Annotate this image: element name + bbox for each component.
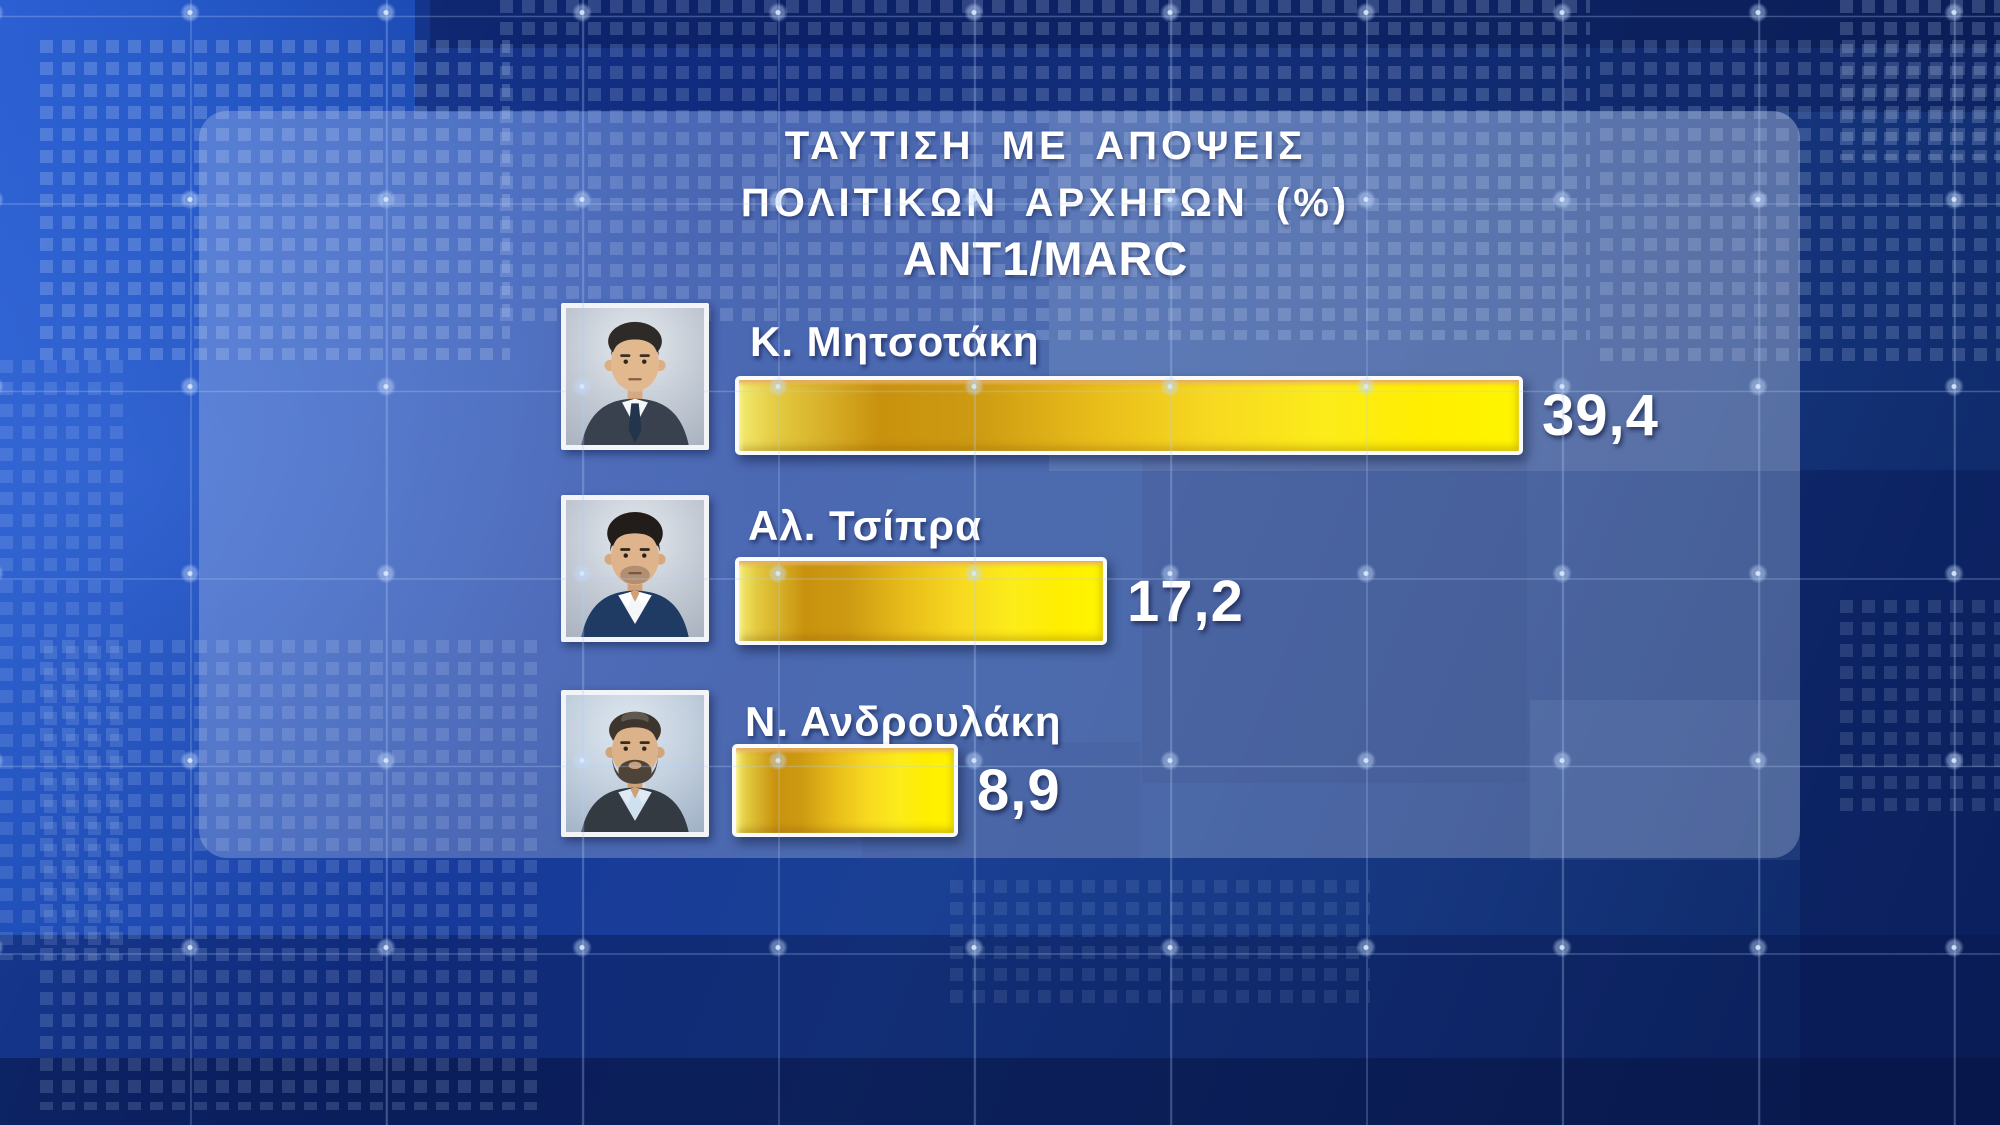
bar-label: Αλ. Τσίπρα <box>748 502 982 549</box>
pixel-pattern-patch <box>1840 600 2000 820</box>
chart-title-line1: ΤΑΥΤΙΣΗ ΜΕ ΑΠΟΨΕΙΣ <box>784 124 1307 168</box>
chart-source-label: ANT1/MARC <box>902 232 1189 285</box>
avatar-mitsotakis <box>581 321 689 445</box>
bar-value: 17,2 <box>1127 568 1244 634</box>
chart-panel: ΤΑΥΤΙΣΗ ΜΕ ΑΠΟΨΕΙΣ ΠΟΛΙΤΙΚΩΝ ΑΡΧΗΓΩΝ (%)… <box>199 111 1800 858</box>
bar-value: 39,4 <box>1542 383 1659 448</box>
photo-alexis-tsipras <box>561 495 709 642</box>
bar-label: Ν. Ανδρουλάκη <box>745 698 1062 745</box>
bar-label: Κ. Μητσοτάκη <box>750 318 1040 365</box>
pixel-pattern-patch <box>950 880 1370 1010</box>
bar-tsipras <box>735 557 1107 645</box>
photo-kyriakos-mitsotakis <box>561 303 709 450</box>
bar-mitsotakis <box>735 376 1523 455</box>
photo-nikos-androulakis <box>561 690 709 837</box>
avatar-tsipras <box>581 512 689 637</box>
chart-title-line2: ΠΟΛΙΤΙΚΩΝ ΑΡΧΗΓΩΝ (%) <box>740 181 1351 225</box>
chart-title: ΤΑΥΤΙΣΗ ΜΕ ΑΠΟΨΕΙΣ ΠΟΛΙΤΙΚΩΝ ΑΡΧΗΓΩΝ (%)… <box>245 118 1846 286</box>
bar-androulakis <box>732 744 958 837</box>
avatar-androulakis <box>581 711 689 832</box>
bar-value: 8,9 <box>977 758 1061 823</box>
